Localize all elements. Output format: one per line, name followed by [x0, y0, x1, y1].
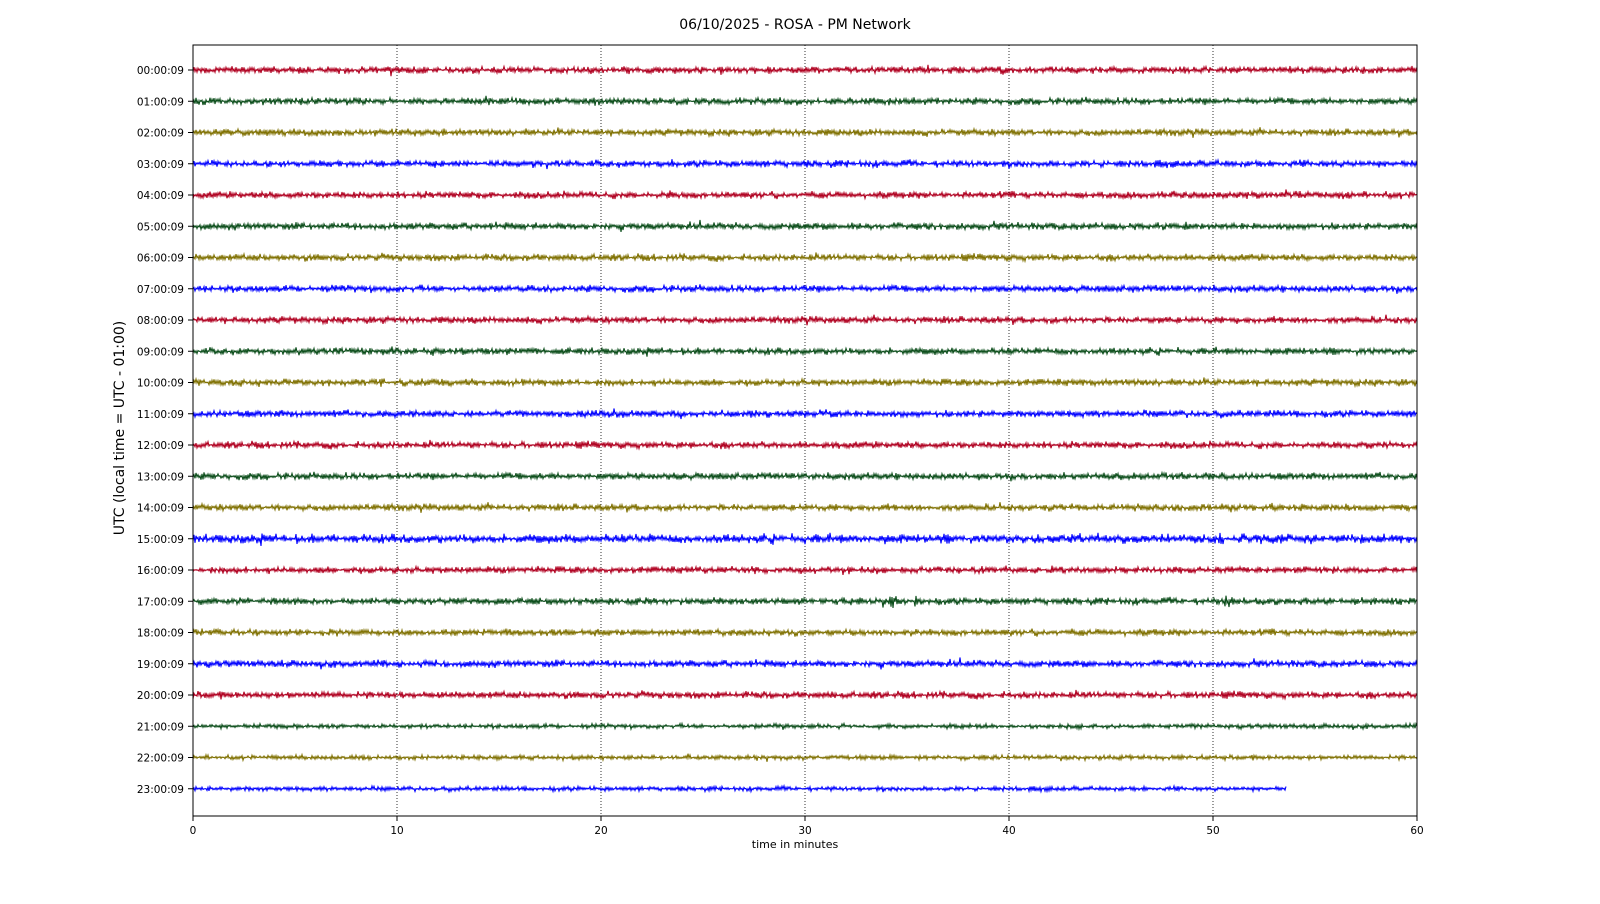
x-tick-label: 50	[1206, 825, 1219, 837]
y-tick-label: 23:00:09	[137, 784, 184, 796]
trace-07-00-09	[192, 283, 1418, 295]
grid-lines	[396, 45, 1214, 816]
y-tick-label: 17:00:09	[137, 596, 184, 608]
trace-01-00-09	[192, 95, 1418, 107]
trace-21-00-09	[192, 721, 1418, 732]
trace-17-00-09	[192, 595, 1418, 608]
trace-11-00-09	[192, 408, 1418, 420]
y-tick-label: 05:00:09	[137, 221, 184, 233]
trace-05-00-09	[192, 219, 1418, 233]
trace-23-00-09	[192, 783, 1287, 794]
trace-18-00-09	[192, 627, 1418, 638]
y-tick-label: 18:00:09	[137, 628, 184, 640]
y-tick-label: 10:00:09	[137, 378, 184, 390]
y-tick-label: 21:00:09	[137, 721, 184, 733]
y-tick-label: 07:00:09	[137, 284, 184, 296]
y-tick-label: 06:00:09	[137, 253, 184, 265]
y-tick-label: 16:00:09	[137, 565, 184, 577]
y-tick-label: 22:00:09	[137, 753, 184, 765]
x-tick-label: 0	[190, 825, 197, 837]
y-tick-label: 04:00:09	[137, 190, 184, 202]
trace-00-00-09	[192, 64, 1418, 77]
axes: 00:00:09 01:00:09 02:00:09 03:00:09 04:00:09…	[137, 44, 1424, 837]
trace-09-00-09	[192, 346, 1418, 357]
trace-08-00-09	[192, 314, 1418, 326]
y-tick-label: 13:00:09	[137, 471, 184, 483]
y-tick-label: 11:00:09	[137, 409, 184, 421]
trace-13-00-09	[192, 470, 1418, 482]
x-tick-label: 40	[1002, 825, 1015, 837]
seismic-traces	[192, 64, 1418, 794]
trace-10-00-09	[192, 376, 1418, 389]
y-tick-label: 19:00:09	[137, 659, 184, 671]
trace-20-00-09	[192, 689, 1418, 701]
chart-title: 06/10/2025 - ROSA - PM Network	[679, 17, 911, 33]
y-axis-label: UTC (local time = UTC - 01:00)	[112, 321, 128, 536]
y-tick-label: 03:00:09	[137, 159, 184, 171]
y-tick-label: 08:00:09	[137, 315, 184, 327]
x-tick-label: 30	[798, 825, 811, 837]
y-tick-label: 02:00:09	[137, 128, 184, 140]
plot-frame	[192, 44, 1418, 817]
y-tick-label: 15:00:09	[137, 534, 184, 546]
y-tick-label: 12:00:09	[137, 440, 184, 452]
trace-02-00-09	[192, 126, 1418, 139]
y-tick-label: 01:00:09	[137, 96, 184, 108]
y-tick-label: 00:00:09	[137, 65, 184, 77]
x-axis-label: time in minutes	[752, 838, 839, 851]
trace-15-00-09	[192, 532, 1418, 546]
trace-03-00-09	[192, 157, 1418, 170]
y-tick-label: 20:00:09	[137, 690, 184, 702]
x-tick-label: 20	[594, 825, 607, 837]
y-tick-label: 09:00:09	[137, 346, 184, 358]
x-tick-label: 10	[390, 825, 403, 837]
trace-12-00-09	[192, 439, 1418, 451]
trace-14-00-09	[192, 501, 1418, 513]
x-tick-label: 60	[1410, 825, 1423, 837]
y-tick-label: 14:00:09	[137, 503, 184, 515]
trace-16-00-09	[192, 564, 1418, 576]
trace-04-00-09	[192, 189, 1418, 201]
trace-22-00-09	[192, 752, 1418, 763]
trace-06-00-09	[192, 251, 1418, 264]
trace-19-00-09	[192, 657, 1418, 670]
